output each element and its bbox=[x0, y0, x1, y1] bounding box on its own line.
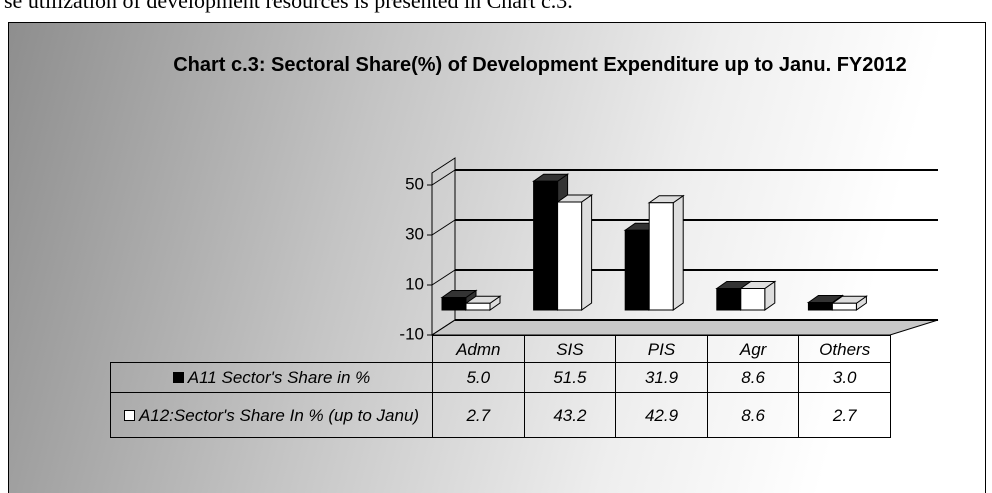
bar-front bbox=[648, 202, 674, 311]
grid-line bbox=[431, 219, 456, 236]
bar bbox=[739, 280, 777, 311]
bar-front bbox=[465, 302, 491, 311]
value-label: 43.2 bbox=[523, 392, 617, 438]
value-label-text: 43.2 bbox=[553, 405, 587, 425]
value-label-text: 8.6 bbox=[741, 368, 765, 387]
value-label: 3.0 bbox=[798, 362, 891, 393]
value-label: 42.9 bbox=[615, 392, 708, 438]
value-label-text: 31.9 bbox=[644, 368, 679, 387]
category-label: Admn bbox=[432, 335, 525, 363]
category-label-text: PIS bbox=[647, 339, 676, 359]
value-label-text: 8.6 bbox=[741, 405, 765, 425]
bar-front bbox=[533, 180, 559, 311]
page: {"page_text": "se utilization of develop… bbox=[4, 0, 986, 493]
bar bbox=[464, 295, 502, 311]
bar-side bbox=[581, 194, 593, 311]
bar-front bbox=[716, 288, 742, 311]
value-label: 31.9 bbox=[615, 362, 708, 393]
chart-frame bbox=[8, 22, 986, 493]
bar-front bbox=[557, 201, 583, 311]
value-label-text: 2.7 bbox=[832, 405, 857, 425]
value-label: 51.5 bbox=[523, 362, 617, 393]
category-label-text: Others bbox=[819, 339, 871, 359]
bar bbox=[647, 194, 685, 311]
caption: se utilization of development resources … bbox=[4, 0, 573, 13]
legend-label: A11 Sector's Share in % bbox=[110, 362, 433, 393]
category-label-text: Agr bbox=[739, 339, 767, 359]
value-label: 8.6 bbox=[706, 362, 800, 393]
legend-swatch bbox=[123, 409, 135, 421]
value-label: 2.7 bbox=[798, 392, 891, 438]
bar-front bbox=[831, 302, 857, 311]
bar-front bbox=[441, 297, 467, 311]
legend-label-text: A11 Sector's Share in % bbox=[187, 368, 371, 387]
category-label: Agr bbox=[706, 335, 800, 363]
value-label: 2.7 bbox=[432, 392, 525, 438]
value-label: 5.0 bbox=[432, 362, 525, 393]
grid-line bbox=[431, 169, 456, 186]
category-label: Others bbox=[798, 335, 891, 363]
category-label: SIS bbox=[523, 335, 617, 363]
category-label: PIS bbox=[615, 335, 708, 363]
bar bbox=[830, 295, 868, 311]
chart: -10 10 30 50 bbox=[399, 157, 939, 343]
bar-side bbox=[672, 194, 684, 311]
y-tick-label: 30 bbox=[405, 224, 424, 243]
bar-front bbox=[807, 302, 833, 311]
value-label-text: 42.9 bbox=[644, 405, 679, 425]
value-label-text: 51.5 bbox=[553, 368, 587, 387]
y-tick-label: -10 bbox=[399, 324, 424, 343]
bar-front bbox=[624, 229, 650, 311]
value-label-text: 5.0 bbox=[466, 368, 491, 387]
chart-title: Chart c.3: Sectoral Share(%) of Developm… bbox=[173, 54, 907, 76]
bar-front bbox=[740, 288, 766, 311]
value-label-text: 3.0 bbox=[832, 368, 857, 387]
legend-label-text: A12:Sector's Share In % (up to Janu) bbox=[138, 405, 420, 425]
grid-line bbox=[431, 319, 456, 336]
bar bbox=[556, 194, 594, 311]
grid-line bbox=[431, 269, 456, 286]
legend-swatch bbox=[172, 372, 184, 383]
legend-label: A12:Sector's Share In % (up to Janu) bbox=[110, 392, 433, 438]
value-label-text: 2.7 bbox=[466, 405, 491, 425]
value-label: 8.6 bbox=[706, 392, 800, 438]
floor bbox=[430, 319, 939, 336]
category-label-text: Admn bbox=[456, 339, 501, 359]
category-label-text: SIS bbox=[556, 339, 584, 359]
y-tick-label: 50 bbox=[405, 174, 424, 193]
y-tick-label: 10 bbox=[405, 274, 424, 293]
